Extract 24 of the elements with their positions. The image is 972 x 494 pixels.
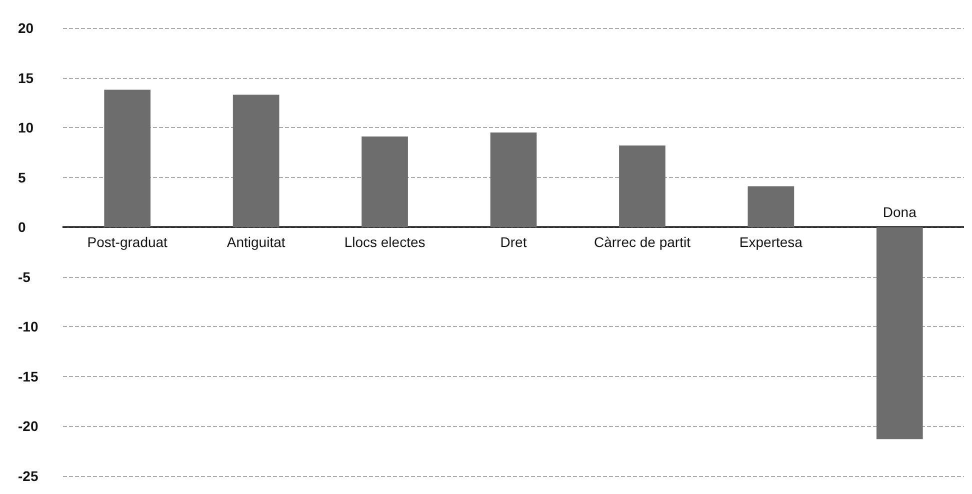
bar: [232, 94, 280, 228]
x-tick-label: Post-graduat: [87, 234, 168, 250]
x-tick-label: Llocs electes: [344, 234, 426, 250]
x-tick-label: Antiguitat: [226, 234, 286, 250]
bar: [748, 186, 794, 228]
bar: [490, 132, 537, 228]
y-tick-label: -15: [18, 368, 38, 384]
x-tick-label: Càrrec de partit: [594, 234, 691, 250]
y-tick-label: -25: [18, 468, 38, 484]
y-tick-label: 0: [18, 219, 26, 236]
bar: [362, 136, 408, 228]
y-tick-label: 15: [18, 70, 34, 86]
bar: [104, 90, 151, 228]
y-tick-label: 20: [18, 20, 34, 36]
y-tick-label: -5: [18, 268, 31, 285]
bar: [619, 145, 666, 228]
bar: [876, 227, 923, 440]
x-tick-label: Dret: [500, 234, 527, 250]
y-tick-label: 10: [18, 120, 34, 136]
x-tick-label: Expertesa: [739, 234, 803, 250]
y-tick-label: -10: [18, 318, 38, 335]
y-tick-label: -20: [18, 418, 38, 434]
x-tick-label: Dona: [882, 204, 917, 220]
y-tick-label: 5: [18, 169, 26, 186]
